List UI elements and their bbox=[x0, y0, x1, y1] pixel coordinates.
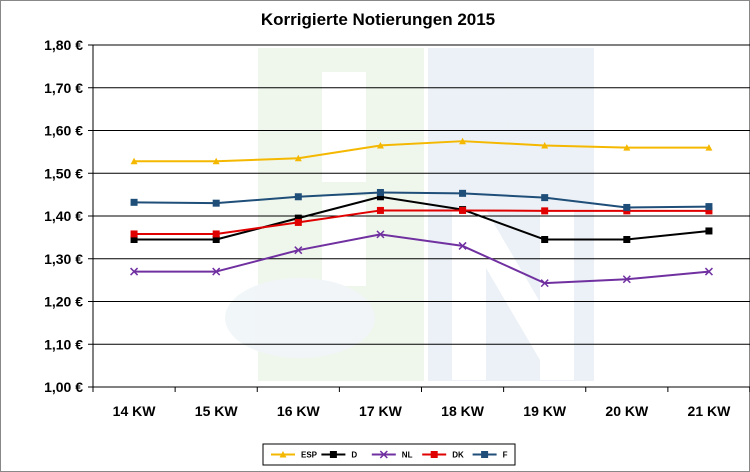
data-point bbox=[623, 203, 631, 211]
data-point bbox=[540, 279, 549, 288]
legend-label: NL bbox=[402, 451, 413, 460]
data-point bbox=[430, 451, 438, 458]
data-point bbox=[212, 199, 220, 207]
data-point bbox=[130, 157, 138, 165]
chart-title: Korrigierte Notierungen 2015 bbox=[261, 10, 495, 29]
data-point bbox=[130, 198, 138, 206]
data-point bbox=[541, 194, 549, 202]
data-point bbox=[329, 451, 337, 458]
data-point bbox=[459, 206, 467, 214]
series-esp bbox=[130, 137, 713, 165]
series-d bbox=[130, 193, 713, 244]
data-point bbox=[294, 154, 302, 162]
data-point bbox=[294, 218, 302, 226]
y-tick-label: 1,30 € bbox=[44, 251, 83, 267]
data-point bbox=[705, 144, 713, 151]
y-tick-label: 1,10 € bbox=[44, 336, 83, 352]
y-tick-label: 1,40 € bbox=[44, 208, 83, 224]
data-point bbox=[376, 206, 384, 214]
data-point bbox=[376, 193, 384, 201]
y-tick-label: 1,80 € bbox=[44, 37, 83, 53]
x-tick-label: 19 KW bbox=[523, 403, 567, 419]
data-point bbox=[481, 451, 489, 458]
data-point bbox=[704, 267, 713, 276]
y-tick-label: 1,50 € bbox=[44, 165, 83, 181]
data-point-stroke bbox=[130, 267, 139, 276]
data-point bbox=[705, 207, 713, 215]
series-line bbox=[134, 191, 709, 209]
data-point bbox=[212, 157, 220, 165]
y-tick-label: 1,70 € bbox=[44, 80, 83, 96]
data-point-stroke bbox=[294, 246, 303, 255]
data-point bbox=[294, 246, 303, 255]
data-point bbox=[294, 193, 302, 201]
y-tick-label: 1,60 € bbox=[44, 123, 83, 139]
data-point bbox=[376, 230, 385, 239]
data-point bbox=[294, 214, 302, 222]
x-tick-label: 15 KW bbox=[195, 403, 239, 419]
data-point-stroke bbox=[704, 267, 713, 276]
x-tick-label: 18 KW bbox=[441, 403, 485, 419]
data-point bbox=[622, 275, 631, 284]
data-point-stroke bbox=[379, 450, 388, 459]
series-nl bbox=[130, 230, 713, 288]
gridlines bbox=[93, 44, 750, 388]
y-tick-label: 1,00 € bbox=[44, 379, 83, 395]
data-point bbox=[459, 137, 467, 145]
data-point-stroke bbox=[622, 275, 631, 284]
data-point bbox=[623, 144, 631, 151]
data-point bbox=[541, 207, 549, 215]
data-point bbox=[376, 141, 384, 149]
legend-label: F bbox=[503, 451, 508, 460]
x-tick-label: 17 KW bbox=[359, 403, 403, 419]
legend: ESP D NL DK F bbox=[262, 443, 516, 466]
legend-item-esp: ESP bbox=[271, 451, 318, 460]
data-point bbox=[458, 241, 467, 250]
data-point bbox=[376, 188, 384, 196]
data-point bbox=[541, 236, 549, 244]
data-point bbox=[130, 230, 138, 238]
data-series bbox=[130, 137, 713, 288]
data-point-stroke bbox=[540, 279, 549, 288]
legend-item-nl: NL bbox=[371, 450, 413, 460]
data-point bbox=[212, 267, 221, 276]
axes: 1,00 € 1,10 € 1,20 € 1,30 € 1,40 € 1,50 € 1,60… bbox=[44, 37, 750, 419]
data-point bbox=[705, 227, 713, 235]
series-line bbox=[134, 233, 710, 285]
legend-item-dk: DK bbox=[422, 451, 464, 460]
data-point-stroke bbox=[212, 267, 221, 276]
background-watermark bbox=[225, 48, 594, 381]
series-line bbox=[134, 209, 709, 235]
x-tick-label: 14 KW bbox=[113, 403, 157, 419]
data-point bbox=[130, 236, 138, 244]
data-point bbox=[705, 203, 713, 211]
data-point bbox=[379, 450, 388, 459]
data-point bbox=[212, 236, 220, 244]
x-tick-label: 21 KW bbox=[688, 403, 732, 419]
series-line bbox=[134, 140, 709, 163]
data-point bbox=[130, 267, 139, 276]
legend-item-d: D bbox=[321, 451, 357, 460]
series-line bbox=[134, 195, 710, 241]
x-tick-label: 16 KW bbox=[277, 403, 321, 419]
legend-item-f: F bbox=[472, 451, 508, 460]
data-point bbox=[541, 141, 549, 149]
series-f bbox=[130, 188, 713, 211]
data-point bbox=[279, 451, 287, 458]
data-point bbox=[459, 189, 467, 197]
legend-label: DK bbox=[452, 451, 464, 460]
legend-label: D bbox=[351, 451, 357, 460]
data-point-stroke bbox=[376, 230, 385, 239]
data-point-stroke bbox=[458, 241, 467, 250]
x-tick-label: 20 KW bbox=[605, 403, 649, 419]
y-tick-label: 1,20 € bbox=[44, 294, 83, 310]
data-point bbox=[212, 230, 220, 238]
data-point bbox=[623, 236, 631, 244]
legend-label: ESP bbox=[301, 451, 318, 460]
